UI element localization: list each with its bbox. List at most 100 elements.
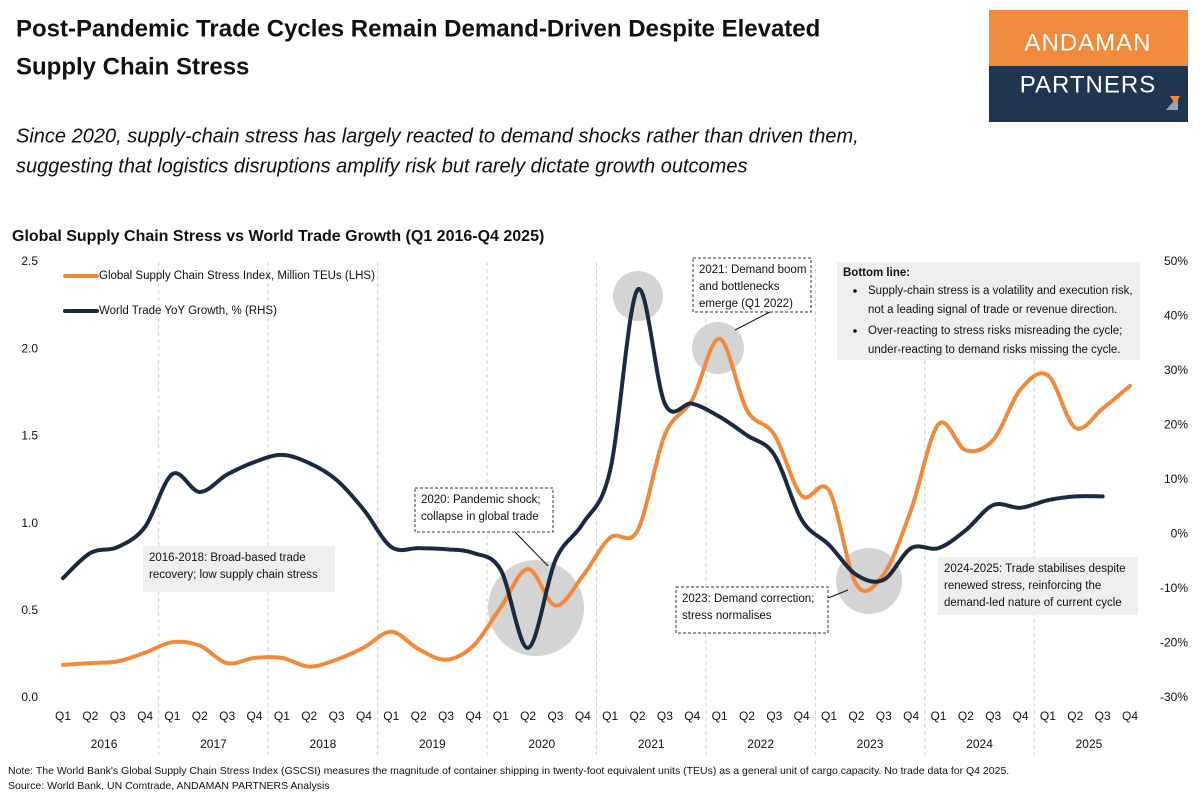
- logo-box: [989, 66, 1188, 122]
- y-tick-label: 2.0: [21, 341, 38, 355]
- annotation-box: [414, 487, 554, 533]
- x-tick-label: Q2: [848, 709, 864, 723]
- annotation-box: [938, 557, 1138, 615]
- y2-tick-label: 0%: [1171, 527, 1189, 541]
- x-tick-label: Q2: [739, 709, 755, 723]
- x-tick-label: Q1: [274, 709, 290, 723]
- x-tick-label: Q1: [493, 709, 509, 723]
- annotation-text: 2023: Demand correction;: [682, 593, 814, 605]
- annotation-text: demand-led nature of current cycle: [944, 597, 1122, 609]
- x-tick-label: Q1: [383, 709, 399, 723]
- x-tick-label: Q2: [301, 709, 317, 723]
- x-tick-label: Q3: [547, 709, 563, 723]
- bullet-text: under-reacting to demand risks missing t…: [868, 344, 1120, 356]
- x-tick-label: Q3: [1095, 709, 1111, 723]
- y2-tick-label: 40%: [1164, 309, 1188, 323]
- annotation-text: 2020: Pandemic shock;: [421, 494, 541, 506]
- x-group-label: 2024: [966, 737, 993, 751]
- logo-mark: [1170, 96, 1180, 104]
- x-tick-label: Q4: [1122, 709, 1138, 723]
- x-tick-label: Q2: [958, 709, 974, 723]
- source: Source: World Bank, UN Comtrade, ANDAMAN…: [8, 780, 330, 792]
- x-group-label: 2016: [91, 737, 118, 751]
- logo-box: [989, 10, 1188, 66]
- x-tick-label: Q2: [411, 709, 427, 723]
- x-tick-label: Q1: [712, 709, 728, 723]
- x-tick-label: Q4: [575, 709, 591, 723]
- x-group-label: 2021: [638, 737, 665, 751]
- annotation-leader: [827, 589, 849, 599]
- annotation-text: 2021: Demand boom: [699, 264, 806, 276]
- legend-label: Global Supply Chain Stress Index, Millio…: [99, 270, 375, 282]
- annotation-leader: [514, 531, 549, 567]
- x-tick-label: Q4: [684, 709, 700, 723]
- annotation-box: [692, 257, 812, 313]
- annotation-text: collapse in global trade: [421, 511, 539, 523]
- y2-tick-label: 50%: [1164, 254, 1188, 268]
- note: Note: The World Bank's Global Supply Cha…: [8, 765, 1009, 777]
- logo-text: PARTNERS: [1020, 71, 1156, 98]
- y-tick-label: 0.5: [21, 603, 38, 617]
- x-tick-label: Q3: [329, 709, 345, 723]
- y-tick-label: 0.0: [21, 690, 38, 704]
- x-tick-label: Q4: [465, 709, 481, 723]
- y2-tick-label: -10%: [1160, 581, 1188, 595]
- bullet: [853, 329, 857, 333]
- annotation-leader: [734, 311, 771, 331]
- y2-tick-label: 20%: [1164, 418, 1188, 432]
- x-tick-label: Q1: [55, 709, 71, 723]
- annotation-text: recovery; low supply chain stress: [149, 569, 318, 581]
- x-tick-label: Q4: [1013, 709, 1029, 723]
- y-tick-label: 1.0: [21, 516, 38, 530]
- x-tick-label: Q3: [438, 709, 454, 723]
- x-tick-label: Q2: [1067, 709, 1083, 723]
- y-tick-label: 2.5: [21, 254, 38, 268]
- x-group-label: 2019: [419, 737, 446, 751]
- page-title: Post-Pandemic Trade Cycles Remain Demand…: [16, 15, 820, 42]
- series-line: [61, 336, 1132, 669]
- x-tick-label: Q4: [137, 709, 153, 723]
- y2-tick-label: -20%: [1160, 636, 1188, 650]
- x-tick-label: Q2: [630, 709, 646, 723]
- y-tick-label: 1.5: [21, 429, 38, 443]
- x-tick-label: Q3: [219, 709, 235, 723]
- x-group-label: 2020: [528, 737, 555, 751]
- highlight-circle: [613, 271, 663, 321]
- bullet-text: Over-reacting to stress risks misreading…: [868, 325, 1122, 337]
- x-group-label: 2023: [857, 737, 884, 751]
- y2-tick-label: -30%: [1160, 690, 1188, 704]
- x-tick-label: Q3: [985, 709, 1001, 723]
- x-tick-label: Q1: [1040, 709, 1056, 723]
- annotation-text: and bottlenecks: [699, 281, 780, 293]
- bottom-line-box: [837, 262, 1140, 360]
- x-tick-label: Q1: [821, 709, 837, 723]
- x-tick-label: Q3: [766, 709, 782, 723]
- x-group-label: 2018: [310, 737, 337, 751]
- x-tick-label: Q3: [876, 709, 892, 723]
- x-tick-label: Q4: [794, 709, 810, 723]
- y2-tick-label: 30%: [1164, 363, 1188, 377]
- bullet-text: Supply-chain stress is a volatility and …: [868, 285, 1133, 297]
- y2-tick-label: 10%: [1164, 472, 1188, 486]
- bullet-text: not a leading signal of trade or revenue…: [868, 304, 1117, 316]
- annotation-text: renewed stress, reinforcing the: [944, 580, 1101, 592]
- x-tick-label: Q1: [930, 709, 946, 723]
- subtitle: Since 2020, supply-chain stress has larg…: [16, 125, 859, 147]
- annotation-box: [143, 546, 335, 592]
- logo-text: ANDAMAN: [1024, 29, 1151, 56]
- x-group-label: 2025: [1076, 737, 1103, 751]
- x-tick-label: Q2: [520, 709, 536, 723]
- x-tick-label: Q1: [602, 709, 618, 723]
- x-tick-label: Q1: [164, 709, 180, 723]
- x-tick-label: Q3: [110, 709, 126, 723]
- annotation-text: emerge (Q1 2022): [699, 298, 793, 310]
- bottom-line-title: Bottom line:: [843, 267, 910, 279]
- x-group-label: 2017: [200, 737, 227, 751]
- x-tick-label: Q4: [903, 709, 919, 723]
- page-title: Supply Chain Stress: [16, 53, 249, 80]
- x-tick-label: Q4: [247, 709, 263, 723]
- x-tick-label: Q2: [82, 709, 98, 723]
- annotation-box: [675, 586, 829, 634]
- x-group-label: 2022: [747, 737, 774, 751]
